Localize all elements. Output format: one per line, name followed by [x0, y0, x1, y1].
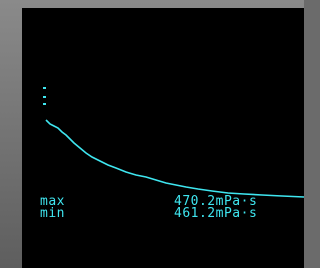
display: max min 470.2mPa·s 461.2mPa·s — [22, 8, 304, 268]
trace-dot — [43, 87, 46, 89]
trace-dot — [43, 103, 46, 105]
min-reading: 461.2mPa·s — [174, 208, 257, 220]
device-frame: max min 470.2mPa·s 461.2mPa·s — [0, 0, 304, 268]
trace-dot — [43, 96, 46, 98]
trace-plot — [22, 8, 304, 268]
min-label: min — [40, 208, 65, 220]
trace-dots — [43, 87, 46, 105]
trace — [46, 120, 304, 197]
